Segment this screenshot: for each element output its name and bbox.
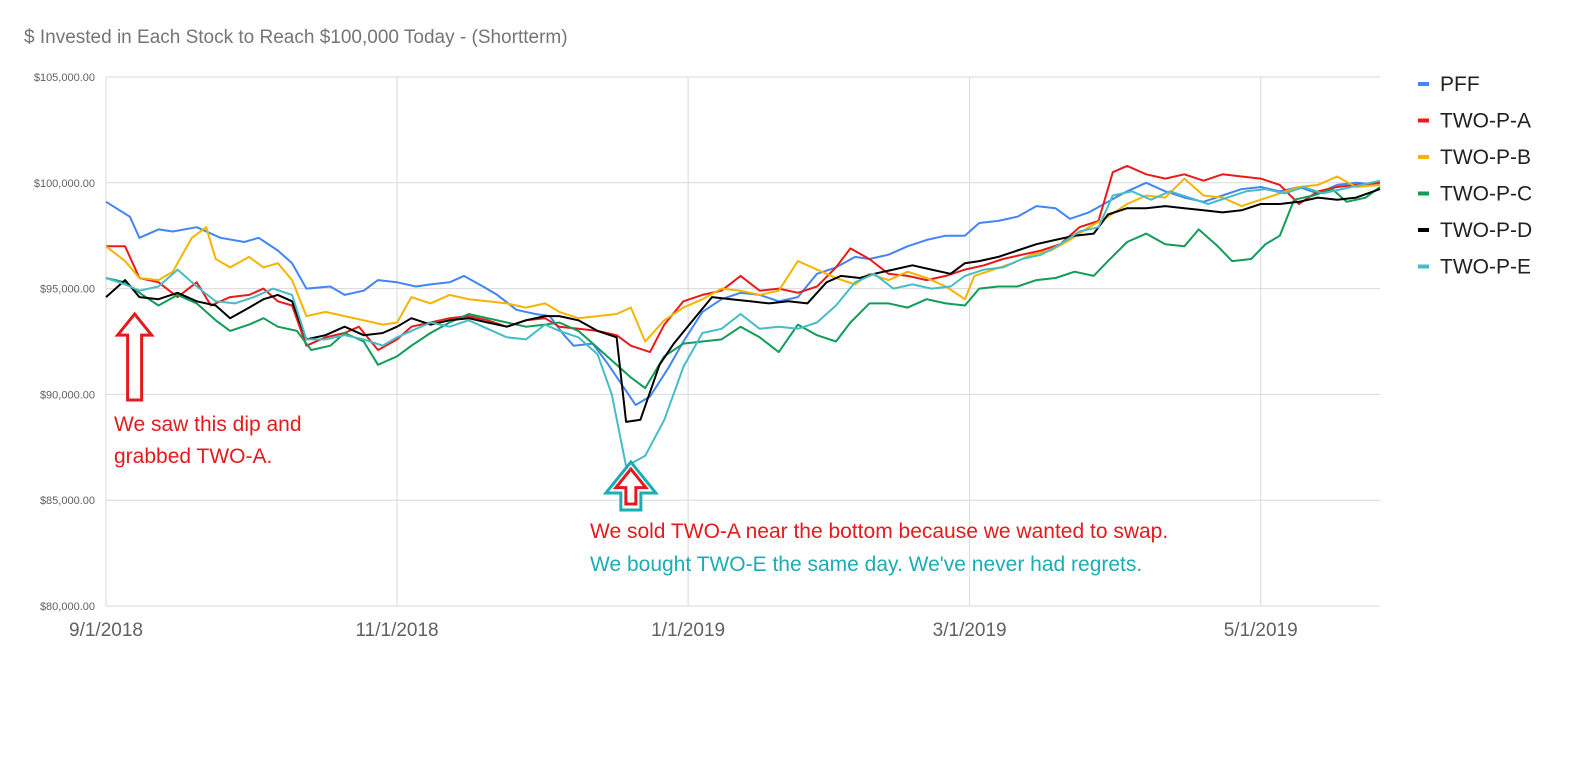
legend-swatch: [1418, 82, 1429, 86]
series-line-two-p-a: [106, 164, 1381, 354]
series-lines: [105, 164, 1381, 468]
annotation-text-swap: We sold TWO-A near the bottom because we…: [590, 520, 1168, 543]
y-tick-label: $85,000.00: [40, 495, 95, 507]
x-tick-label: 5/1/2019: [1224, 620, 1298, 641]
legend-swatch: [1418, 264, 1429, 269]
series-line-two-p-c: [105, 186, 1381, 390]
annotation-text-buy: grabbed TWO-A.: [114, 445, 272, 468]
y-tick-label: $100,000.00: [34, 178, 95, 190]
legend: PFF TWO-P-A TWO-P-B TWO-P-C TWO-P-D TWO-P-E: [1418, 73, 1532, 279]
legend-label: TWO-P-B: [1440, 146, 1531, 169]
legend-label: TWO-P-A: [1440, 110, 1531, 133]
legend-swatch: [1418, 191, 1429, 196]
chart-title: $ Invested in Each Stock to Reach $100,0…: [24, 27, 568, 48]
x-tick-label: 1/1/2019: [651, 620, 725, 641]
y-tick-label: $95,000.00: [40, 284, 95, 296]
annotation-arrow-swap-inner: [612, 466, 650, 506]
series-line-two-p-b: [105, 175, 1381, 343]
x-tick-label: 11/1/2018: [356, 620, 439, 641]
y-tick-label: $80,000.00: [40, 601, 95, 613]
legend-label: TWO-P-C: [1440, 183, 1532, 206]
annotation-text-swap: We bought TWO-E the same day. We've neve…: [590, 553, 1142, 576]
legend-swatch: [1418, 228, 1429, 232]
series-line-two-p-d: [105, 188, 1381, 423]
series-line-pff: [105, 181, 1381, 406]
annotation-arrow-buy: [114, 311, 155, 402]
grid-lines: [105, 76, 1380, 607]
y-axis-ticks: $80,000.00 $85,000.00 $90,000.00 $95,000.00…: [34, 72, 95, 613]
legend-label: TWO-P-E: [1440, 256, 1531, 279]
legend-swatch: [1418, 118, 1429, 123]
y-tick-label: $90,000.00: [40, 389, 95, 401]
y-tick-label: $105,000.00: [34, 72, 95, 84]
legend-label: TWO-P-D: [1440, 219, 1532, 242]
x-axis-ticks: 9/1/2018 11/1/2018 1/1/2019 3/1/2019 5/1/201…: [69, 620, 1298, 641]
annotation-text-buy: We saw this dip and: [114, 413, 302, 436]
series-line-two-p-e: [105, 179, 1381, 468]
x-tick-label: 9/1/2018: [69, 620, 143, 641]
x-tick-label: 3/1/2019: [933, 620, 1007, 641]
legend-swatch: [1418, 155, 1429, 159]
legend-label: PFF: [1440, 73, 1480, 96]
annotations: We saw this dip and grabbed TWO-A. We sold…: [114, 311, 1168, 576]
